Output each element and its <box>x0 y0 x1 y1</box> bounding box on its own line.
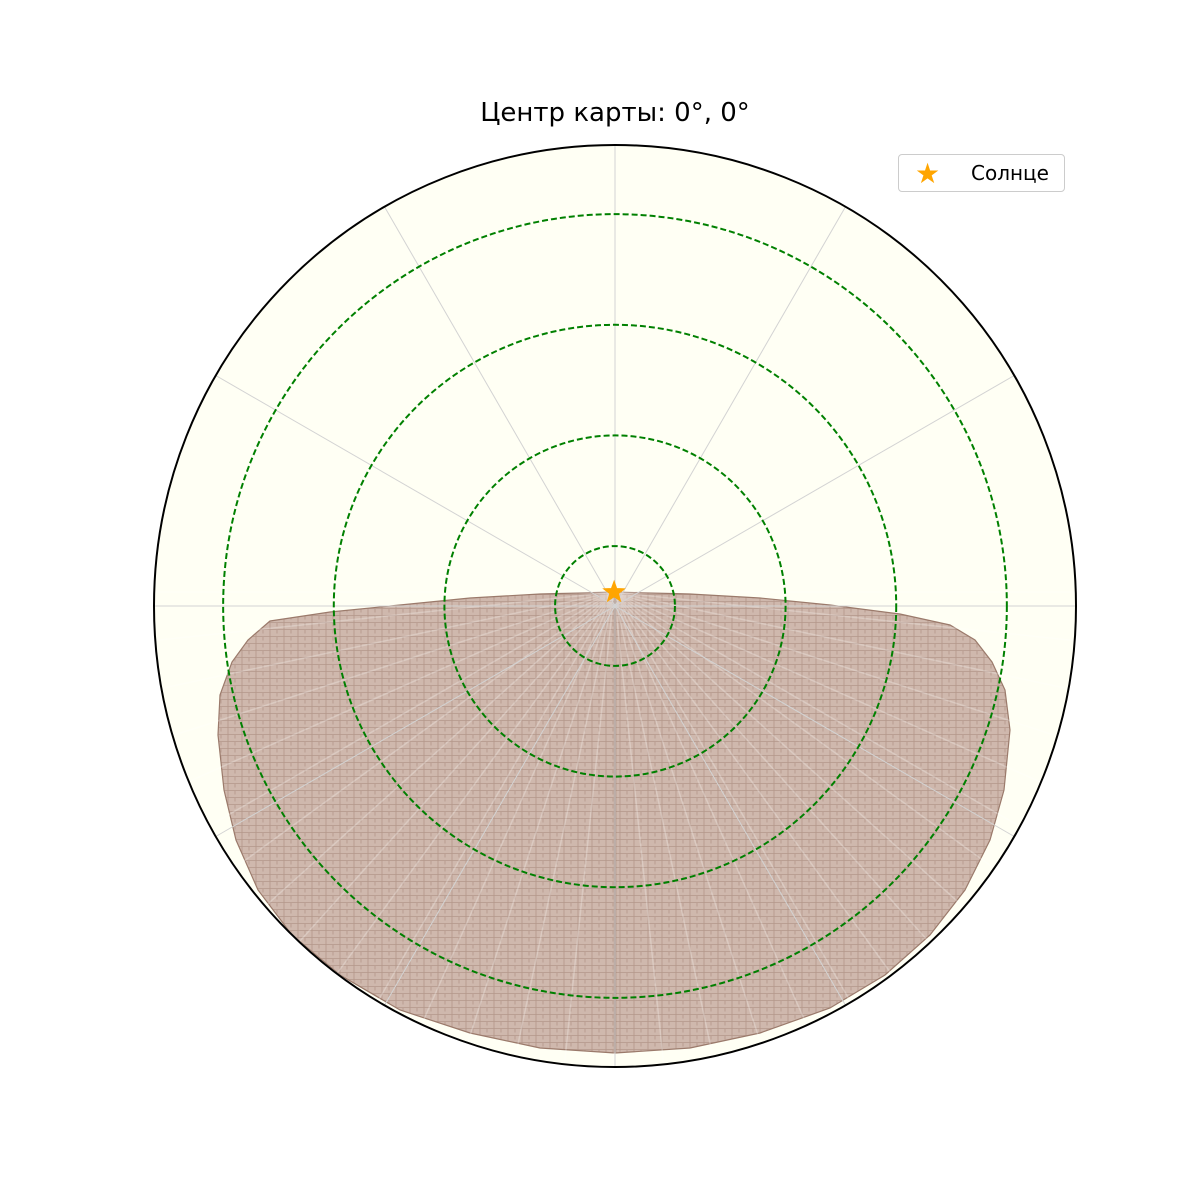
distance-circle <box>443 434 787 778</box>
region-texture-ray <box>613 591 1075 697</box>
radial-gridline <box>614 206 846 607</box>
region-texture-ray <box>155 591 615 748</box>
region-texture-ray <box>410 591 615 1050</box>
legend: ★ Солнце <box>898 154 1065 192</box>
region-texture-ray <box>180 591 615 843</box>
region-texture-ray <box>319 591 615 998</box>
region-texture-ray <box>613 591 1048 843</box>
region-texture-ray <box>509 592 615 1066</box>
region-texture-ray <box>242 591 615 928</box>
radial-gridline <box>614 605 846 1006</box>
radial-gridline <box>614 375 1015 607</box>
radial-gridline <box>614 605 1015 837</box>
region-texture-ray <box>613 591 1072 797</box>
region-texture-ray <box>613 591 819 1050</box>
region-texture-ray <box>157 591 615 797</box>
region-texture-ray <box>155 591 615 646</box>
map-boundary <box>153 144 1077 1068</box>
region-texture-ray <box>363 591 615 1026</box>
radial-gridline <box>215 605 616 837</box>
distance-circle <box>554 545 676 667</box>
chart-title: Центр карты: 0°, 0° <box>480 98 750 128</box>
region-texture-ray <box>613 591 1075 646</box>
sun-marker <box>602 579 626 603</box>
region-texture-ray <box>613 591 865 1026</box>
region-texture-ray <box>613 592 668 1066</box>
region-texture-ray <box>613 591 987 928</box>
region-texture-ray <box>278 591 615 965</box>
region-texture-ray <box>613 591 1075 748</box>
region-texture-ray <box>613 592 719 1066</box>
region-texture-ray <box>561 592 615 1066</box>
region-texture-ray <box>613 591 770 1066</box>
radial-gridline <box>384 605 616 1006</box>
distance-circle <box>222 213 1008 999</box>
region-texture-ray <box>155 591 615 697</box>
radial-gridline <box>384 206 616 607</box>
distance-circle <box>332 323 898 889</box>
region-texture-ray <box>458 591 615 1066</box>
region-texture-ray <box>613 591 950 965</box>
star-icon: ★ <box>915 157 941 190</box>
region-texture-ray <box>209 591 615 887</box>
radial-gridline <box>215 375 616 607</box>
region-texture-ray <box>613 591 909 998</box>
region-texture-ray <box>613 591 1020 887</box>
legend-label-sun: Солнце <box>971 161 1049 185</box>
